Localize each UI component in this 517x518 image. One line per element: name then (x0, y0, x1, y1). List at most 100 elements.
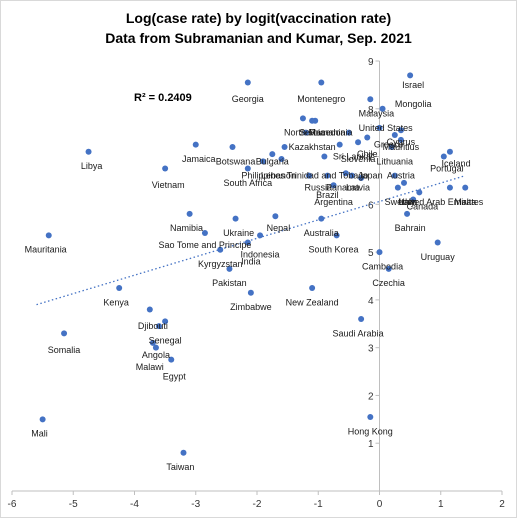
data-point (201, 230, 208, 236)
point-label: South Korea (309, 245, 359, 255)
point-label: Lebanon (261, 171, 296, 181)
point-label: Zimbabwe (230, 302, 272, 312)
data-point (318, 215, 325, 222)
point-label: Mauritania (25, 245, 67, 255)
data-point (336, 141, 343, 148)
data-point (278, 155, 285, 162)
data-point (401, 179, 407, 186)
data-point (299, 115, 306, 122)
point-label: Japan (358, 171, 383, 181)
data-point (385, 265, 392, 272)
data-point (407, 72, 414, 79)
data-point (312, 117, 319, 124)
x-tick-label: 1 (438, 499, 444, 510)
data-points (39, 72, 469, 456)
data-point (355, 139, 362, 146)
point-label: Botswana (216, 156, 256, 166)
point-label: Malawi (136, 362, 164, 372)
point-label: Iceland (442, 159, 471, 169)
data-point (247, 289, 254, 296)
axes: -6 -5 -4 -3 -2 -1 0 1 2 1 2 3 4 5 6 7 8 9 (8, 57, 506, 510)
chart-subtitle: Data from Subramanian and Kumar, Sep. 20… (105, 30, 412, 46)
data-point (306, 172, 313, 179)
y-tick-label: 4 (368, 296, 374, 307)
point-label: Slovenia (341, 154, 376, 164)
data-point (388, 144, 395, 150)
point-label: Kyrgyzstan (198, 259, 243, 269)
point-label: Senegal (149, 336, 182, 346)
point-label: Malaysia (359, 109, 395, 119)
point-label: United Arab Emirates (398, 197, 484, 207)
point-label: Czechia (372, 278, 405, 288)
point-label: Mauritius (383, 142, 420, 152)
data-point (244, 239, 251, 246)
y-tick-label: 9 (368, 57, 374, 68)
data-point (61, 330, 68, 337)
point-label: Ukraine (223, 228, 254, 238)
point-label: Mongolia (395, 99, 432, 109)
data-point (116, 284, 123, 291)
y-tick-label: 8 (368, 105, 374, 116)
x-tick-label: -1 (314, 499, 323, 510)
point-label: Portugal (430, 164, 464, 174)
point-label: Argentina (314, 197, 353, 207)
data-point (416, 189, 423, 196)
point-label: Trinidad and Tobago (287, 171, 369, 181)
data-point (162, 318, 169, 325)
point-label: Jamaica (182, 154, 216, 164)
point-label: Cyprus (387, 137, 416, 147)
point-label: Angola (142, 350, 170, 360)
point-label: Sri Lanka (333, 152, 371, 162)
data-point (446, 148, 453, 155)
data-point (39, 416, 46, 423)
data-point (303, 129, 309, 136)
point-label: Djibouti (138, 321, 168, 331)
data-point (434, 239, 441, 246)
data-point (260, 158, 267, 165)
data-point (358, 175, 365, 182)
point-label: United States (359, 123, 414, 133)
data-point (391, 132, 398, 139)
point-label: Namibia (170, 223, 203, 233)
point-label: Kenya (103, 297, 129, 307)
data-point (367, 96, 374, 103)
data-point (226, 265, 233, 272)
x-tick-label: -4 (130, 499, 139, 510)
point-label: Romania (309, 128, 345, 138)
point-label: Bahrain (395, 223, 426, 233)
data-point (85, 148, 92, 155)
point-label: Mali (31, 429, 48, 439)
data-point (342, 170, 349, 177)
y-tick-label: 2 (368, 391, 374, 402)
point-label: Egypt (163, 371, 187, 381)
x-tick-label: -2 (253, 499, 262, 510)
data-point (462, 184, 469, 191)
point-label: North Macedonia (284, 128, 353, 138)
y-tick-label: 1 (368, 439, 374, 450)
data-point (309, 284, 316, 291)
data-point (348, 172, 355, 179)
data-point (376, 124, 383, 131)
point-label: Panama (326, 183, 360, 193)
point-label: Taiwan (166, 462, 194, 472)
point-label: Australia (304, 228, 339, 238)
point-label: Sao Tome and Principe (158, 240, 251, 250)
data-point (244, 165, 251, 172)
point-label: Libya (81, 161, 103, 171)
point-label: Somalia (48, 345, 81, 355)
data-point (446, 184, 453, 191)
point-label: Israel (402, 80, 424, 90)
point-label: Indonesia (241, 250, 280, 260)
point-label: Greece (374, 140, 404, 150)
x-tick-label: -3 (191, 499, 200, 510)
point-label: Austria (387, 171, 415, 181)
trendline (36, 175, 466, 306)
data-point (376, 249, 383, 256)
point-label: Georgia (232, 94, 264, 104)
data-point (217, 246, 224, 253)
data-point (281, 144, 288, 150)
point-label: Italy (399, 197, 416, 207)
point-label: New Zealand (286, 297, 339, 307)
data-point (149, 339, 156, 346)
